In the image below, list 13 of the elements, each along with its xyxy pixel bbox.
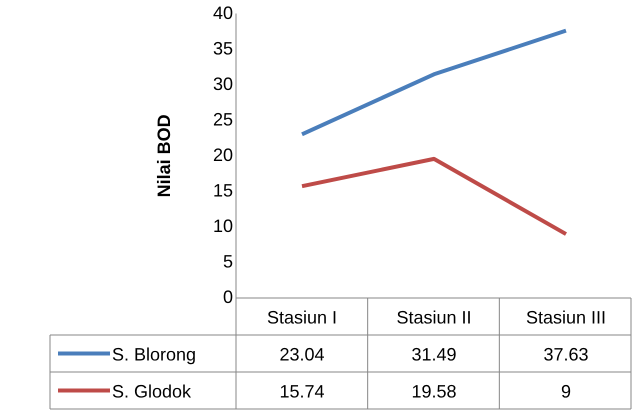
- x-tick-label: Stasiun II: [396, 307, 472, 328]
- y-tick-label: 20: [212, 144, 233, 165]
- x-tick-label: Stasiun III: [526, 307, 606, 328]
- x-tick-label: Stasiun I: [266, 307, 338, 328]
- y-tick-label: 0: [222, 286, 233, 307]
- y-tick-label: 25: [212, 109, 233, 130]
- y-tick-label: 15: [212, 180, 233, 200]
- y-axis-title: Nilai BOD: [154, 114, 174, 198]
- y-tick-label: 35: [212, 38, 233, 58]
- y-tick-label: 40: [212, 2, 233, 23]
- y-tick-label: 10: [212, 216, 233, 236]
- y-tick-label: 30: [212, 74, 233, 94]
- y-tick-label: 5: [222, 251, 233, 272]
